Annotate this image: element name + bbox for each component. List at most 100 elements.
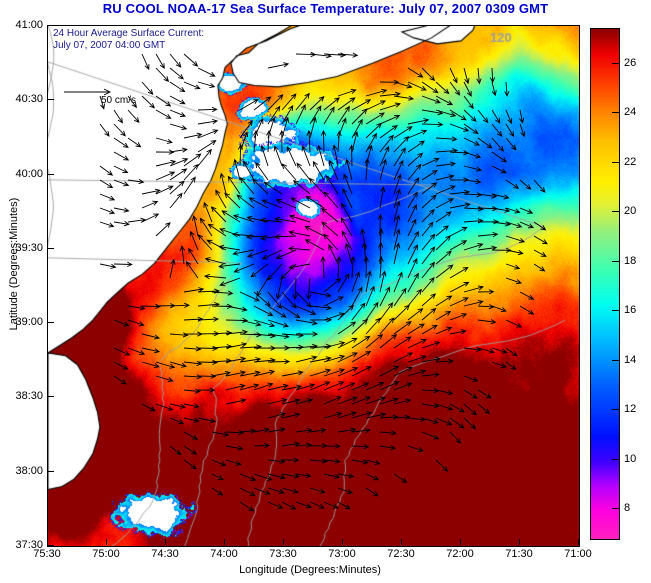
current-vector <box>533 235 549 245</box>
current-vector <box>221 210 241 223</box>
current-vector <box>463 417 477 430</box>
current-vector <box>224 192 241 209</box>
current-vector <box>491 305 507 313</box>
current-vector <box>197 81 216 89</box>
current-vector <box>379 334 398 349</box>
current-vector <box>449 403 465 413</box>
current-vector <box>421 121 444 128</box>
current-vector <box>365 270 372 293</box>
longitude-tick-label: 72:00 <box>446 548 474 560</box>
current-vector <box>281 163 297 181</box>
current-vector <box>227 175 241 195</box>
longitude-tick-mark <box>165 539 166 545</box>
current-vector <box>99 207 116 215</box>
current-vector <box>505 109 513 125</box>
current-vector <box>295 427 313 434</box>
current-vector <box>210 206 227 223</box>
current-vector <box>239 370 261 377</box>
longitude-tick-label: 74:00 <box>210 548 238 560</box>
current-vector <box>505 361 517 370</box>
y-axis-label: Latitude (Degrees:Minutes) <box>8 197 20 331</box>
current-vector <box>113 347 131 356</box>
current-vector <box>215 189 227 209</box>
current-vector <box>449 226 468 237</box>
current-vector <box>99 179 114 189</box>
current-vector <box>309 501 325 509</box>
current-vector <box>379 91 402 97</box>
current-vector <box>155 403 174 411</box>
current-vector <box>243 160 255 181</box>
current-vector <box>435 403 454 411</box>
current-vector <box>449 202 471 209</box>
current-vector <box>393 473 408 483</box>
current-vector <box>407 244 418 265</box>
colorbar-tick-mark <box>612 360 619 361</box>
colorbar-tick-label: 12 <box>624 403 637 416</box>
current-vector <box>449 281 470 293</box>
current-vector <box>379 134 394 153</box>
x-axis-label: Longitude (Degrees:Minutes) <box>239 564 381 576</box>
current-vector <box>505 221 523 229</box>
current-vector <box>189 230 199 251</box>
current-vector <box>141 333 161 340</box>
current-vector <box>197 417 217 424</box>
current-vector <box>379 114 401 125</box>
current-vector <box>337 411 357 419</box>
current-vector <box>155 375 174 383</box>
current-vector <box>365 301 379 321</box>
current-vector <box>393 352 414 363</box>
current-vector <box>219 277 241 287</box>
current-vector <box>169 403 187 409</box>
current-vector <box>323 106 335 125</box>
colorbar-tick-mark <box>612 409 619 410</box>
current-vector <box>267 62 290 69</box>
current-vector <box>169 67 185 80</box>
current-vector <box>288 263 311 270</box>
current-vector <box>267 358 291 365</box>
current-vector <box>197 140 217 153</box>
current-vector <box>169 332 189 338</box>
current-vector <box>295 331 319 337</box>
current-vector <box>113 319 130 327</box>
current-vector <box>421 276 435 293</box>
current-vector <box>435 250 452 265</box>
current-vector <box>239 357 262 363</box>
current-vector <box>505 277 522 285</box>
current-vector <box>505 249 524 256</box>
current-vector <box>306 129 312 153</box>
current-vector <box>407 272 419 293</box>
current-vector <box>295 291 312 308</box>
current-vector <box>113 261 133 268</box>
current-vector <box>197 359 219 366</box>
current-vector <box>463 137 481 146</box>
current-vector <box>351 118 363 139</box>
current-vector <box>407 140 425 153</box>
current-vector <box>267 473 287 480</box>
longitude-tick-label: 71:00 <box>564 548 592 560</box>
current-vector <box>379 145 390 167</box>
colorbar-tick-mark <box>612 261 619 262</box>
current-vector <box>309 105 322 125</box>
current-vector <box>321 221 339 237</box>
current-vector <box>323 396 342 405</box>
colorbar-tick-mark <box>612 162 619 163</box>
current-vector <box>449 123 470 132</box>
current-vector <box>435 81 450 95</box>
current-vector <box>239 473 257 481</box>
current-vector <box>211 431 230 437</box>
current-vector <box>421 233 436 251</box>
current-vector <box>379 302 394 321</box>
current-vector <box>435 185 456 195</box>
vector-group <box>64 51 549 512</box>
current-vector <box>99 123 110 137</box>
current-vector <box>477 304 495 310</box>
current-vector <box>393 271 403 293</box>
sst-map-panel[interactable]: 24 Hour Average Surface Current: July 07,… <box>47 25 580 547</box>
latitude-tick-label: 39:30 <box>15 241 43 254</box>
current-vector <box>407 204 417 223</box>
current-vector <box>267 305 287 318</box>
current-vector <box>365 112 385 125</box>
current-vector <box>476 67 482 85</box>
current-vector <box>183 132 203 139</box>
current-vector <box>183 163 199 181</box>
